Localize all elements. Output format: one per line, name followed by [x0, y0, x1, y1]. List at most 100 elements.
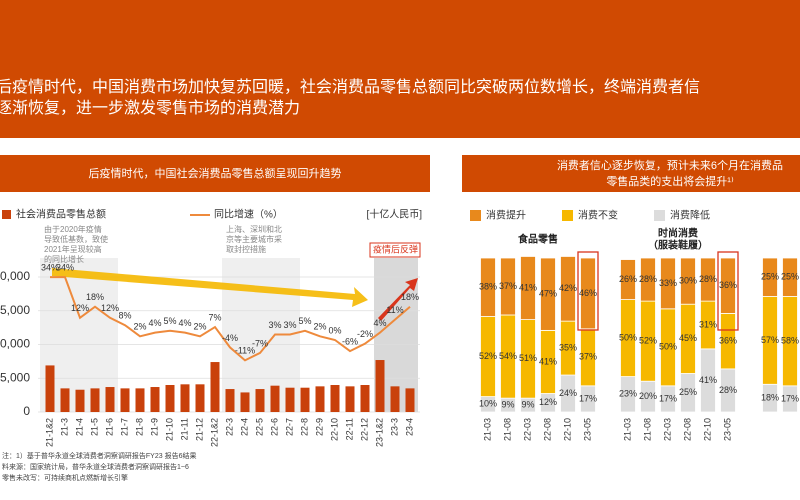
- x-tick-label: 22-1&2: [209, 418, 219, 447]
- bar: [135, 388, 145, 412]
- y-tick-label: 0: [23, 404, 30, 418]
- data-label: 41%: [699, 375, 717, 385]
- x-tick-label: 22-10: [562, 418, 572, 441]
- data-label: 4%: [373, 318, 386, 328]
- x-tick-label: 22-03: [522, 418, 532, 441]
- data-label: 24%: [559, 388, 577, 398]
- annotation: 由于2020年疫情: [44, 224, 102, 234]
- annotation: 上海、深圳和北: [226, 224, 282, 234]
- data-label: 5%: [298, 316, 311, 326]
- data-label: -6%: [342, 336, 358, 346]
- annotation-box: [369, 242, 421, 258]
- bar: [75, 389, 85, 412]
- footnote: 注：1）基于普华永道全球消费者洞察调研报告FY23 报告6结果: [2, 451, 196, 460]
- bar: [315, 386, 325, 412]
- x-tick-label: 22-08: [542, 418, 552, 441]
- data-label: -2%: [357, 329, 373, 339]
- x-tick-label: 23-1&2: [374, 418, 384, 447]
- x-tick-label: 21-3: [59, 418, 69, 436]
- bar: [225, 389, 235, 412]
- data-label: 42%: [559, 283, 577, 293]
- data-label: 4%: [148, 318, 161, 328]
- bar: [150, 387, 160, 412]
- bar: [300, 387, 310, 412]
- x-tick-label: 21-08: [502, 418, 512, 441]
- data-label: 5%: [163, 316, 176, 326]
- x-tick-label: 22-7: [284, 418, 294, 436]
- data-label: 7%: [208, 312, 221, 322]
- unit-label: [十亿人民币]: [366, 208, 422, 221]
- legend-label: 社会消费品零售总额: [16, 208, 106, 221]
- data-label: 41%: [539, 356, 557, 366]
- panel-header: [462, 155, 800, 192]
- x-tick-label: 21-03: [482, 418, 492, 441]
- data-label: 26%: [619, 274, 637, 284]
- data-label: 46%: [579, 288, 597, 298]
- data-label: 38%: [479, 282, 497, 292]
- x-tick-label: 22-03: [662, 418, 672, 441]
- bar: [285, 387, 295, 412]
- bar-segment: [560, 256, 576, 322]
- data-label: 8%: [118, 311, 131, 321]
- group-title: （服装鞋履）: [648, 239, 708, 252]
- highlight-box: [577, 251, 599, 331]
- x-tick-label: 21-4: [74, 418, 84, 436]
- bar: [390, 386, 400, 412]
- bar-segment: [720, 257, 736, 314]
- data-label: 4%: [178, 318, 191, 328]
- legend-swatch: [2, 210, 11, 219]
- x-tick-label: 22-4: [239, 418, 249, 436]
- x-tick-label: 22-11: [344, 418, 354, 440]
- panel-title: 零售品类的支出将会提升¹⁾: [606, 174, 734, 188]
- x-tick-label: 22-6: [269, 418, 279, 436]
- data-label: 52%: [639, 336, 657, 346]
- data-label: 23%: [619, 389, 637, 399]
- data-label: 31%: [699, 319, 717, 329]
- legend-label: 消费提升: [486, 209, 526, 222]
- bar: [105, 387, 115, 412]
- x-tick-label: 23-05: [582, 418, 592, 441]
- data-label: 45%: [679, 333, 697, 343]
- data-label: 30%: [679, 275, 697, 285]
- annotation: 京等主要城市采: [226, 234, 282, 244]
- data-label: 33%: [659, 278, 677, 288]
- bar-segment: [660, 257, 676, 310]
- data-label: 47%: [539, 289, 557, 299]
- data-label: 50%: [659, 342, 677, 352]
- bar-segment: [540, 257, 556, 331]
- x-tick-label: 22-5: [254, 418, 264, 436]
- banner-text: 后疫情时代，中国消费市场加快复苏回暖，社会消费品零售总额同比突破两位数增长，终端…: [0, 78, 700, 96]
- data-label: 17%: [781, 393, 799, 403]
- x-tick-label: 22-8: [299, 418, 309, 436]
- data-label: 52%: [479, 351, 497, 361]
- line: [50, 276, 411, 362]
- bar-segment: [520, 256, 536, 320]
- x-tick-label: 21-10: [164, 418, 174, 441]
- bar: [60, 388, 70, 412]
- data-label: 54%: [499, 351, 517, 361]
- bar-segment: [640, 257, 656, 302]
- banner-text: 逐渐恢复，进一步激发零售市场的消费潜力: [0, 99, 300, 117]
- panel-header: [0, 155, 430, 192]
- group-title: 食品零售: [517, 233, 558, 246]
- annotation: 取封控措施: [226, 244, 266, 254]
- legend-swatch: [562, 210, 573, 221]
- data-label: 11%: [386, 305, 403, 315]
- x-tick-label: 22-9: [314, 418, 324, 436]
- bar: [330, 385, 340, 412]
- data-label: 10%: [479, 399, 497, 409]
- data-label: 37%: [579, 352, 597, 362]
- data-label: -7%: [252, 338, 268, 348]
- bar: [90, 388, 100, 412]
- data-label: 28%: [719, 385, 737, 395]
- footnote: 料来源：国家统计局，普华永道全球消费者洞察调研报告1~6: [2, 462, 189, 471]
- data-label: 12%: [71, 303, 89, 313]
- annotation: 2021年呈现较高: [44, 244, 102, 254]
- data-label: 9%: [501, 399, 514, 409]
- data-label: 17%: [579, 393, 597, 403]
- y-tick-label: 15,000: [0, 303, 30, 317]
- bar: [180, 384, 190, 412]
- x-tick-label: 22-10: [329, 418, 339, 441]
